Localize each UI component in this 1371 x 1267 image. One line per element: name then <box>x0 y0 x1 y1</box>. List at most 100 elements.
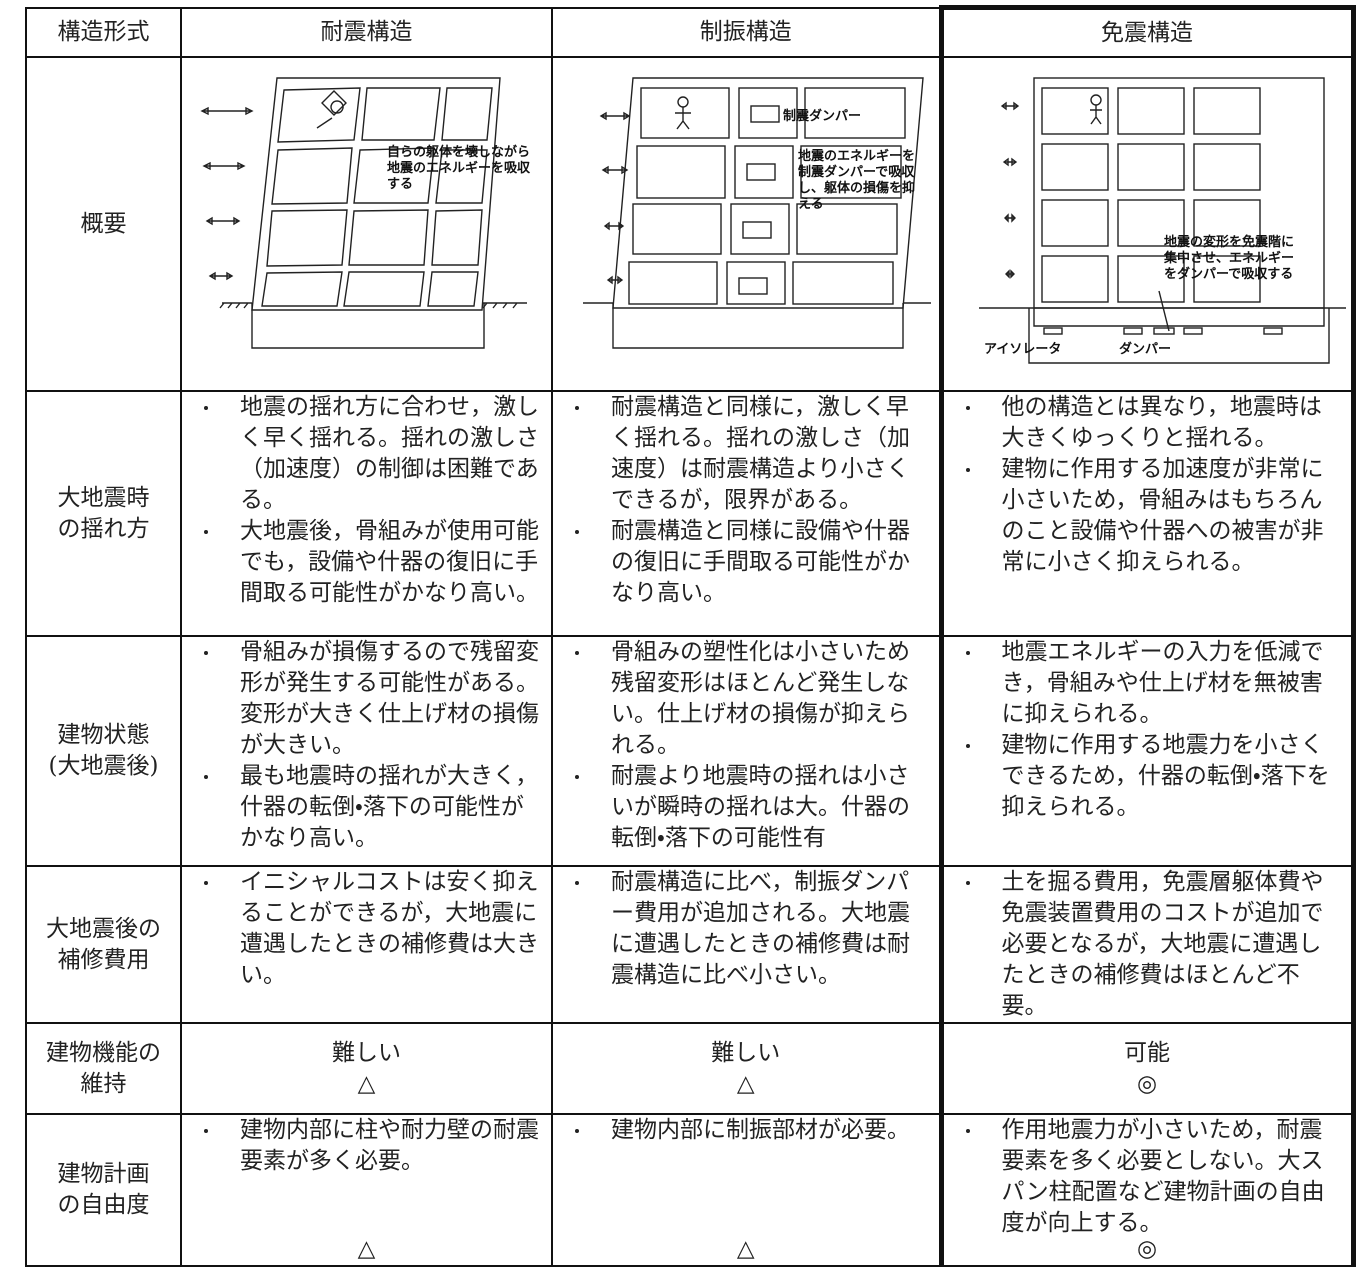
bullet-text: 骨組みの塑性化は小さいため残留変形はほとんど発生しない。仕上げ材の損傷が抑えられ… <box>611 639 910 758</box>
row-label: 建物計画 の自由度 <box>25 1113 182 1267</box>
diagram-note: 制震ダンパーで吸収 <box>798 164 915 180</box>
bullet-text: 地震エネルギーの入力を低減でき，骨組みや仕上げ材を無被害に抑えられる。 <box>1001 639 1324 727</box>
cell-text: 難しい <box>332 1040 401 1066</box>
table-row: 大地震後の 補修費用 イニシャルコストは安く抑えることができるが，大地震に遭遇したと… <box>25 865 1356 1024</box>
table-cell: 耐震構造と同様に，激しく早く揺れる。揺れの激しさ（加速度）は耐震構造より小さくで… <box>551 390 942 637</box>
bullet-dot <box>575 530 579 534</box>
bullet-text: 建物に作用する加速度が非常に小さいため，骨組みはもちろんのこと設備や什器への被害… <box>1001 456 1324 575</box>
bullet-dot <box>965 406 970 410</box>
diagram-note: 地震のエネルギーを吸収 <box>387 160 531 176</box>
bullet-text: 耐震構造と同様に，激しく早く揺れる。揺れの激しさ（加速度）は耐震構造より小さくで… <box>611 394 910 513</box>
rating-symbol: ◎ <box>1136 1236 1158 1262</box>
bullet-text: 建物内部に柱や耐力壁の耐震要素が多く必要。 <box>240 1117 539 1174</box>
row-label-line: 大地震時 <box>57 484 150 511</box>
bullet-dot <box>575 775 579 779</box>
bullet-item: 最も地震時の揺れが大きく，什器の転倒・落下の可能性がかなり高い。 <box>183 761 550 854</box>
rating-symbol: △ <box>357 1236 376 1262</box>
bullet-item: 大地震後，骨組みが使用可能でも，設備や什器の復旧に手間取る可能性がかなり高い。 <box>183 516 550 609</box>
bullet-item: 作用地震力が小さいため，耐震要素を多く必要としない。大スパン柱配置など建物計画の… <box>946 1116 1348 1239</box>
bullet-item: 他の構造とは異なり，地震時は大きくゆっくりと揺れる。 <box>946 393 1348 454</box>
damping-diagram: 制震ダンパー 地震のエネルギーを 制震ダンパーで吸収 し、躯体の損傷を抑 える <box>583 77 931 349</box>
bullet-dot <box>204 530 208 534</box>
table-cell: 作用地震力が小さいため，耐震要素を多く必要としない。大スパン柱配置など建物計画の… <box>938 1113 1356 1267</box>
bullet-item: 耐震より地震時の揺れは小さいが瞬時の揺れは大。什器の転倒・落下の可能性有 <box>554 761 939 854</box>
row-label-line: 建物状態 <box>57 722 150 748</box>
row-label: 建物状態 (大地震後) <box>25 635 182 867</box>
diagram-cell: 地震の変形を免震階に 集中させ、エネルギー をダンパーで吸収する アイソレータ … <box>938 56 1356 392</box>
bullet-dot <box>204 775 208 779</box>
diagram-cell: 自らの躯体を壊しながら 地震のエネルギーを吸収 する <box>180 56 553 392</box>
cell-text-box: 難しい △ <box>554 1025 939 1100</box>
row-label-line: (大地震後) <box>48 753 159 779</box>
table-row: 建物機能の 維持 難しい △ 難しい △ 可能 ◎ <box>25 1022 1356 1115</box>
diagram-note: をダンパーで吸収する <box>1164 266 1293 282</box>
row-label-line: 補修費用 <box>57 946 150 973</box>
row-label-line: の自由度 <box>57 1192 150 1218</box>
diagram-note: する <box>387 177 413 192</box>
bullet-dot <box>204 651 208 655</box>
header-cell: 制振構造 <box>551 6 942 58</box>
diagram-note: し、躯体の損傷を抑 <box>798 180 915 196</box>
bullet-dot <box>965 1129 970 1133</box>
table-cell: 可能 ◎ <box>938 1022 1356 1115</box>
table-cell: 地震エネルギーの入力を低減でき，骨組みや仕上げ材を無被害に抑えられる。 建物に作用… <box>938 635 1356 867</box>
bullet-text: 地震の揺れ方に合わせ，激しく早く揺れる。揺れの激しさ（加速度）の制御は困難である… <box>240 394 539 513</box>
bullet-item: 地震エネルギーの入力を低減でき，骨組みや仕上げ材を無被害に抑えられる。 <box>946 638 1348 730</box>
bullet-text: 骨組みが損傷するので残留変形が発生する可能性がある。変形が大きく仕上げ材の損傷が… <box>240 639 539 758</box>
damper-label: 制震ダンパー <box>783 108 861 124</box>
bullet-item: 建物に作用する加速度が非常に小さいため，骨組みはもちろんのこと設備や什器への被害… <box>946 454 1348 578</box>
rating-symbol: △ <box>736 1236 755 1262</box>
table-cell: 土を掘る費用，免震層躯体費や免震装置費用のコストが追加で必要となるが，大地震に遭… <box>938 865 1356 1024</box>
bullet-text: イニシャルコストは安く抑えることができるが，大地震に遭遇したときの補修費は大きい… <box>240 869 539 988</box>
cell-text: 可能 <box>1124 1040 1170 1066</box>
row-label: 建物機能の 維持 <box>25 1022 182 1115</box>
bullet-text: 他の構造とは異なり，地震時は大きくゆっくりと揺れる。 <box>1001 394 1322 451</box>
table-cell: 骨組みの塑性化は小さいため残留変形はほとんど発生しない。仕上げ材の損傷が抑えられ… <box>551 635 942 867</box>
table-cell: 地震の揺れ方に合わせ，激しく早く揺れる。揺れの激しさ（加速度）の制御は困難である… <box>180 390 553 637</box>
header-cell: 構造形式 <box>25 6 182 58</box>
bullet-item: 骨組みの塑性化は小さいため残留変形はほとんど発生しない。仕上げ材の損傷が抑えられ… <box>554 638 939 761</box>
table-cell: 難しい △ <box>551 1022 942 1115</box>
bullet-dot <box>204 1129 208 1133</box>
overview-row: 概要 <box>25 56 1356 392</box>
row-label: 大地震後の 補修費用 <box>25 865 182 1024</box>
seismic-diagram: 自らの躯体を壊しながら 地震のエネルギーを吸収 する <box>200 77 531 349</box>
table-row: 大地震時の揺れ方 地震の揺れ方に合わせ，激しく早く揺れる。揺れの激しさ（加速度）の… <box>25 390 1356 637</box>
table-cell: 耐震構造に比べ，制振ダンパー費用が追加される。大地震に遭遇したときの補修費は耐震… <box>551 865 942 1024</box>
rating-symbol: △ <box>736 1071 755 1097</box>
bullet-text: 建物に作用する地震力を小さくできるため，什器の転倒・落下を抑えられる。 <box>1001 732 1330 820</box>
bullet-text: 耐震より地震時の揺れは小さいが瞬時の揺れは大。什器の転倒・落下の可能性有 <box>611 763 910 851</box>
bullet-dot <box>965 881 970 885</box>
bullet-item: 土を掘る費用，免震層躯体費や免震装置費用のコストが追加で必要となるが，大地震に遭… <box>946 868 1348 1021</box>
bullet-text: 大地震後，骨組みが使用可能でも，設備や什器の復旧に手間取る可能性がかなり高い。 <box>240 518 539 606</box>
diagram-note: える <box>798 197 824 212</box>
table-cell: イニシャルコストは安く抑えることができるが，大地震に遭遇したときの補修費は大きい… <box>180 865 553 1024</box>
header-cell: 免震構造 <box>938 5 1356 58</box>
bullet-text: 最も地震時の揺れが大きく，什器の転倒・落下の可能性がかなり高い。 <box>240 763 539 851</box>
bullet-item: 耐震構造に比べ，制振ダンパー費用が追加される。大地震に遭遇したときの補修費は耐震… <box>554 868 939 991</box>
isolator-label: アイソレータ <box>984 342 1061 357</box>
row-label-line: の揺れ方 <box>57 515 150 542</box>
table-cell: 骨組みが損傷するので残留変形が発生する可能性がある。変形が大きく仕上げ材の損傷が… <box>180 635 553 867</box>
bullet-dot <box>965 468 970 472</box>
bullet-dot <box>204 881 208 885</box>
table-cell: 難しい △ <box>180 1022 553 1115</box>
bullet-dot <box>575 651 579 655</box>
comparison-table: 構造形式 耐震構造 制振構造 免震構造 概要 <box>25 5 1356 1267</box>
bullet-item: 骨組みが損傷するので残留変形が発生する可能性がある。変形が大きく仕上げ材の損傷が… <box>183 638 550 761</box>
rating-symbol: ◎ <box>1136 1071 1158 1097</box>
damper-label: ダンパー <box>1119 341 1171 357</box>
table-cell: 建物内部に柱や耐力壁の耐震要素が多く必要。 △ <box>180 1113 553 1267</box>
isolation-diagram: 地震の変形を免震階に 集中させ、エネルギー をダンパーで吸収する アイソレータ … <box>978 77 1348 364</box>
bullet-text: 作用地震力が小さいため，耐震要素を多く必要としない。大スパン柱配置など建物計画の… <box>1001 1117 1325 1236</box>
bullet-item: 地震の揺れ方に合わせ，激しく早く揺れる。揺れの激しさ（加速度）の制御は困難である… <box>183 393 550 516</box>
cell-text: 難しい <box>711 1040 781 1066</box>
bullet-dot <box>204 406 208 410</box>
row-label-line: 建物機能の <box>46 1039 161 1066</box>
row-label-line: 大地震後の <box>46 915 161 942</box>
row-label: 概要 <box>25 56 182 392</box>
bullet-item: 建物内部に制振部材が必要。 <box>554 1116 939 1146</box>
bullet-item: イニシャルコストは安く抑えることができるが，大地震に遭遇したときの補修費は大きい… <box>183 868 550 991</box>
row-label-line: 維持 <box>80 1070 127 1097</box>
